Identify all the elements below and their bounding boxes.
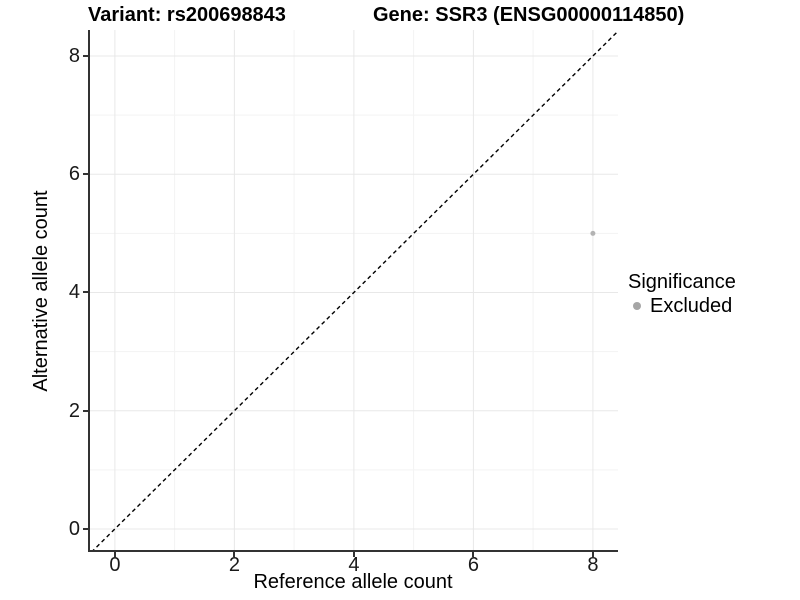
x-tick-mark <box>233 552 236 557</box>
y-tick-label: 2 <box>68 399 80 422</box>
x-tick-label: 0 <box>109 554 121 576</box>
identity-line <box>90 30 618 552</box>
x-tick-mark <box>113 552 116 557</box>
y-tick-mark <box>83 527 88 530</box>
y-tick-label: 0 <box>68 517 80 540</box>
x-axis-title: Reference allele count <box>253 571 453 593</box>
plot-canvas <box>88 30 618 552</box>
legend-key-dot <box>633 302 641 310</box>
x-tick-mark <box>352 552 355 557</box>
data-point <box>590 230 596 236</box>
legend-items: Excluded <box>628 294 736 318</box>
x-tick-mark <box>591 552 594 557</box>
plot-panel <box>88 30 618 552</box>
y-tick-mark <box>83 409 88 412</box>
y-tick-label: 4 <box>68 281 80 304</box>
legend-item: Excluded <box>628 294 736 318</box>
x-tick-label: 8 <box>587 554 599 576</box>
x-tick-label: 2 <box>228 554 240 576</box>
x-tick-label: 6 <box>467 554 479 576</box>
x-tick-label: 4 <box>348 554 360 576</box>
y-tick-label: 8 <box>68 45 80 67</box>
variant-title: Variant: rs200698843 <box>88 4 286 26</box>
y-tick-mark <box>83 55 88 57</box>
y-tick-mark <box>83 173 88 176</box>
y-tick-mark <box>83 291 88 294</box>
gene-title: Gene: SSR3 (ENSG00000114850) <box>373 4 685 26</box>
y-axis-title: Alternative allele count <box>30 190 52 392</box>
x-tick-mark <box>472 552 475 557</box>
legend: Significance Excluded <box>628 270 736 318</box>
y-tick-label: 6 <box>68 163 80 186</box>
legend-title: Significance <box>628 271 736 293</box>
legend-item-label: Excluded <box>650 295 733 317</box>
